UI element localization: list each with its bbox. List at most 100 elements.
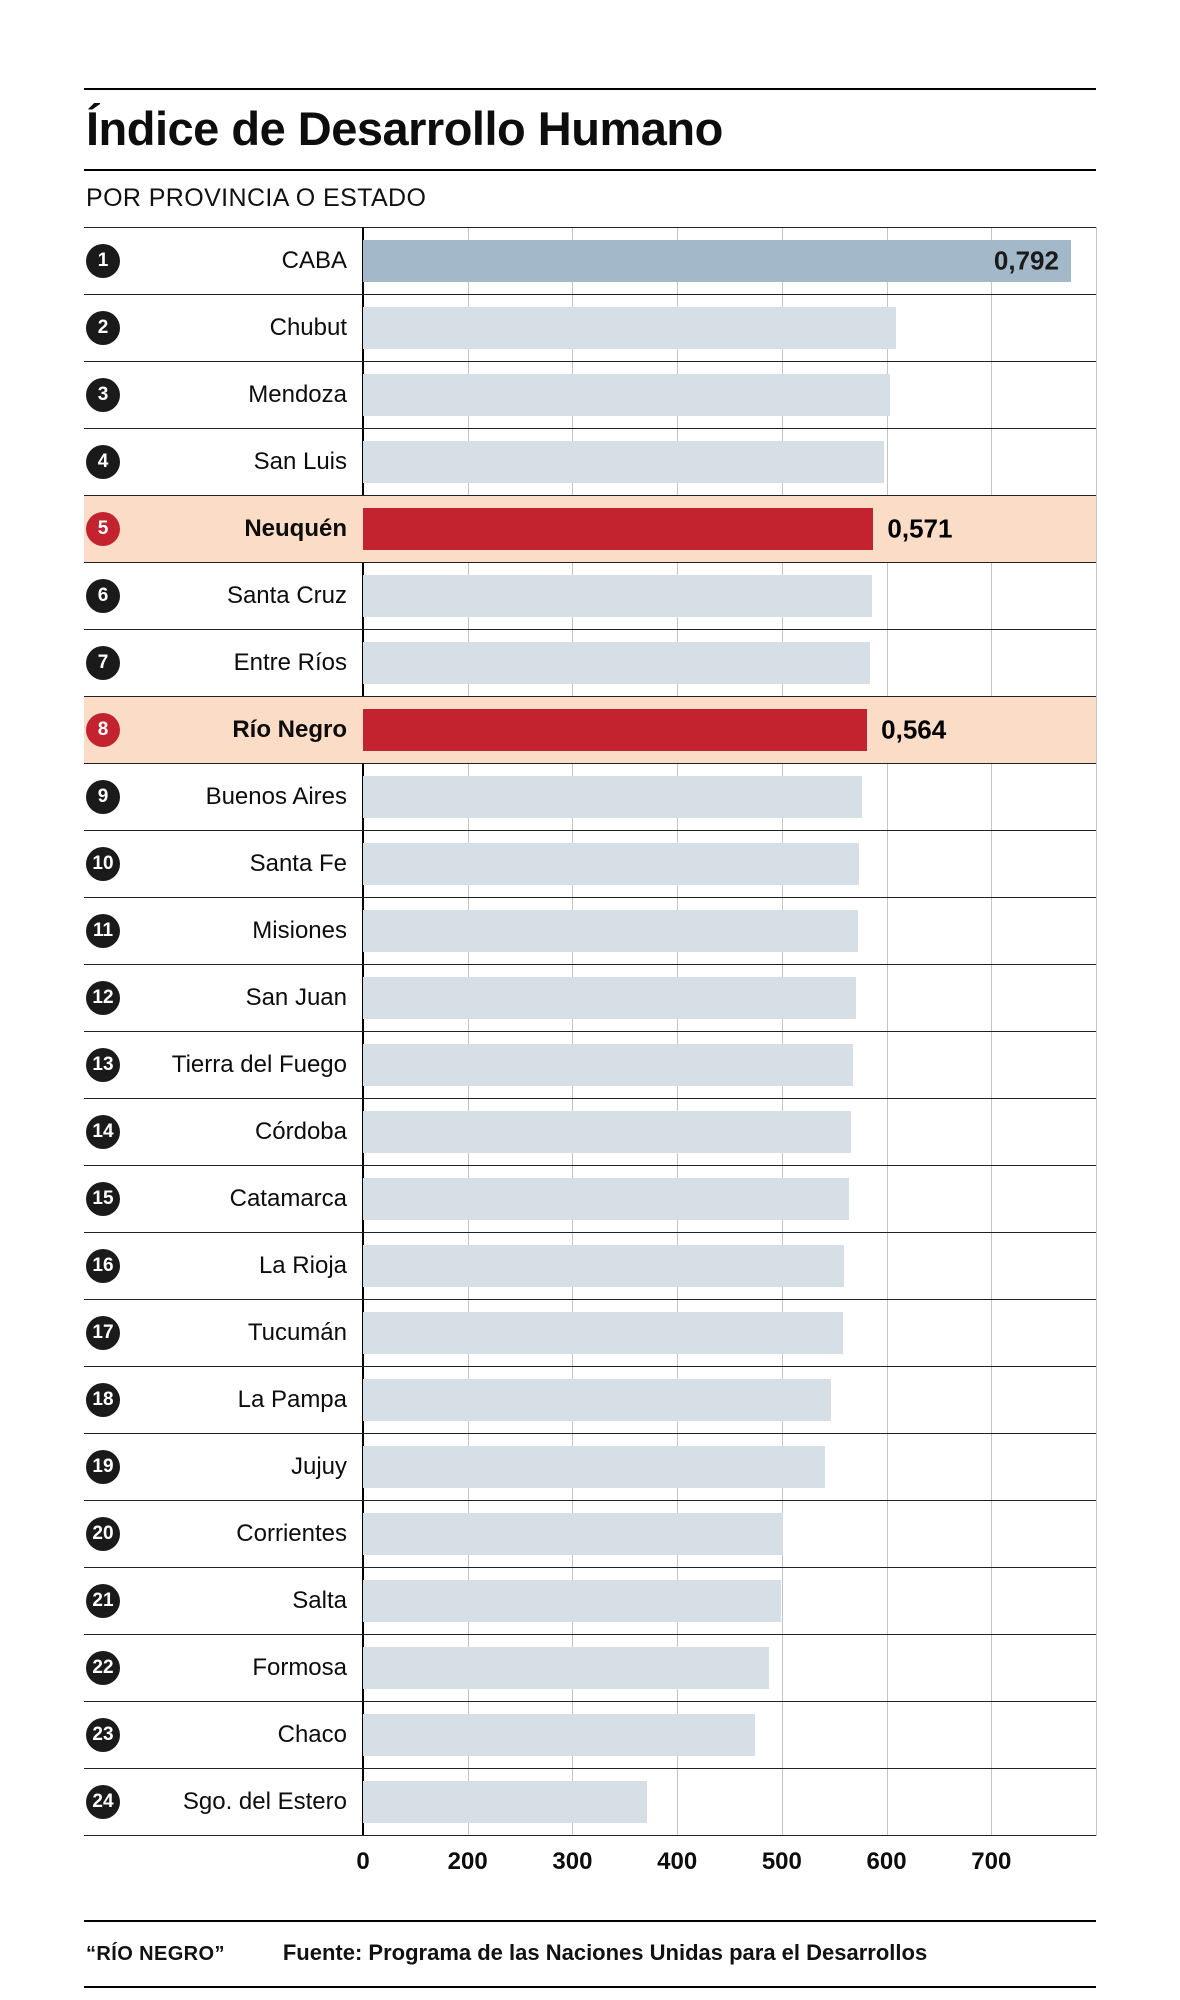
- province-label: CABA: [281, 247, 347, 275]
- rank-number: 23: [92, 1724, 114, 1746]
- page-title: Índice de Desarrollo Humano: [86, 102, 723, 155]
- chart-row: 18 La Pampa: [84, 1367, 1096, 1435]
- bar-area: 0,564: [363, 697, 1096, 763]
- footer: “RÍO NEGRO” Fuente: Programa de las Naci…: [84, 1920, 1096, 1988]
- chart-row: 7 Entre Ríos: [84, 630, 1096, 698]
- province-label: Chaco: [277, 1721, 347, 1749]
- rank-number: 10: [92, 853, 114, 875]
- chart-row: 9 Buenos Aires: [84, 764, 1096, 832]
- value-bar: [363, 508, 874, 551]
- chart-row: 22 Formosa: [84, 1635, 1096, 1703]
- value-bar: [363, 1513, 784, 1556]
- rank-number: 19: [92, 1456, 114, 1478]
- bar-area: 0,792: [363, 228, 1096, 294]
- x-axis: 0 200 300 400 500 600 700: [356, 1836, 1096, 1890]
- value-label-inside: 0,792: [993, 245, 1059, 276]
- value-bar: [363, 776, 862, 819]
- chart-row: 4 San Luis: [84, 429, 1096, 497]
- rank-badge: 12: [86, 981, 120, 1016]
- bar-area: [363, 429, 1096, 495]
- rank-badge: 8: [86, 713, 120, 748]
- value-bar: [363, 1245, 844, 1288]
- rank-number: 7: [97, 652, 109, 674]
- chart-row: 15 Catamarca: [84, 1166, 1096, 1234]
- rank-number: 21: [92, 1590, 114, 1612]
- bar-chart: 1 CABA 0,792 2 Chubut 3 Mendoza 4 San Lu…: [84, 227, 1097, 1890]
- value-bar: [363, 642, 870, 685]
- province-label: Río Negro: [232, 716, 347, 744]
- rank-number: 14: [92, 1121, 114, 1143]
- chart-row: 10 Santa Fe: [84, 831, 1096, 899]
- gridline: [1096, 227, 1097, 1837]
- bar-area: [363, 1099, 1096, 1165]
- rank-badge: 17: [86, 1316, 120, 1351]
- rank-number: 18: [92, 1389, 114, 1411]
- x-tick-label: 500: [761, 1848, 802, 1876]
- rank-badge: 6: [86, 579, 120, 614]
- rank-badge: 11: [86, 914, 120, 949]
- x-tick-label: 700: [971, 1848, 1012, 1876]
- bar-area: [363, 1568, 1096, 1634]
- value-label-outside: 0,564: [881, 714, 947, 745]
- bar-area: [363, 1769, 1096, 1835]
- province-label: Santa Cruz: [226, 582, 347, 610]
- chart-row: 3 Mendoza: [84, 362, 1096, 430]
- rank-badge: 9: [86, 780, 120, 815]
- bar-area: [363, 831, 1096, 897]
- rank-number: 3: [97, 384, 109, 406]
- rank-number: 15: [92, 1188, 114, 1210]
- bar-area: [363, 1635, 1096, 1701]
- rank-badge: 10: [86, 847, 120, 882]
- value-bar: [363, 1312, 844, 1355]
- bar-area: [363, 563, 1096, 629]
- province-label: La Rioja: [258, 1252, 347, 1280]
- chart-row: 12 San Juan: [84, 965, 1096, 1033]
- rank-number: 5: [97, 518, 109, 540]
- rank-number: 13: [92, 1054, 114, 1076]
- bar-area: [363, 898, 1096, 964]
- value-bar: [363, 1178, 850, 1221]
- rank-number: 12: [92, 987, 114, 1009]
- rank-badge: 24: [86, 1785, 120, 1820]
- province-label: Chubut: [269, 314, 347, 342]
- rank-number: 24: [92, 1791, 114, 1813]
- value-bar: [363, 575, 872, 618]
- rank-badge: 1: [86, 244, 120, 279]
- chart-row: 8 Río Negro 0,564: [84, 697, 1096, 765]
- chart-row: 13 Tierra del Fuego: [84, 1032, 1096, 1100]
- bar-area: 0,571: [363, 496, 1096, 562]
- chart-row: 6 Santa Cruz: [84, 563, 1096, 631]
- footer-source: Fuente: Programa de las Naciones Unidas …: [282, 1940, 928, 1965]
- bar-area: [363, 1032, 1096, 1098]
- rank-number: 6: [97, 585, 109, 607]
- bar-area: [363, 630, 1096, 696]
- rank-badge: 14: [86, 1115, 120, 1150]
- chart-row: 5 Neuquén 0,571: [84, 496, 1096, 564]
- x-tick-label: 300: [552, 1848, 593, 1876]
- rank-number: 11: [92, 920, 114, 942]
- rank-number: 17: [92, 1322, 114, 1344]
- chart-row: 20 Corrientes: [84, 1501, 1096, 1569]
- rank-number: 20: [92, 1523, 114, 1545]
- bar-area: [363, 1434, 1096, 1500]
- rank-badge: 19: [86, 1450, 120, 1485]
- bar-area: [363, 965, 1096, 1031]
- rows-container: 1 CABA 0,792 2 Chubut 3 Mendoza 4 San Lu…: [84, 227, 1096, 1837]
- bar-area: [363, 764, 1096, 830]
- province-label: Buenos Aires: [205, 783, 347, 811]
- chart-row: 17 Tucumán: [84, 1300, 1096, 1368]
- value-bar: [363, 1044, 853, 1087]
- value-bar: [363, 910, 859, 953]
- chart-row: 19 Jujuy: [84, 1434, 1096, 1502]
- province-label: Misiones: [252, 917, 347, 945]
- rank-badge: 4: [86, 445, 120, 480]
- page-subtitle: POR PROVINCIA O ESTADO: [86, 184, 427, 213]
- value-bar: [363, 1446, 826, 1489]
- value-bar: [363, 709, 868, 752]
- rank-badge: 3: [86, 378, 120, 413]
- bar-area: [363, 295, 1096, 361]
- rank-number: 16: [92, 1255, 114, 1277]
- chart-row: 14 Córdoba: [84, 1099, 1096, 1167]
- province-label: Jujuy: [290, 1453, 347, 1481]
- rank-badge: 20: [86, 1517, 120, 1552]
